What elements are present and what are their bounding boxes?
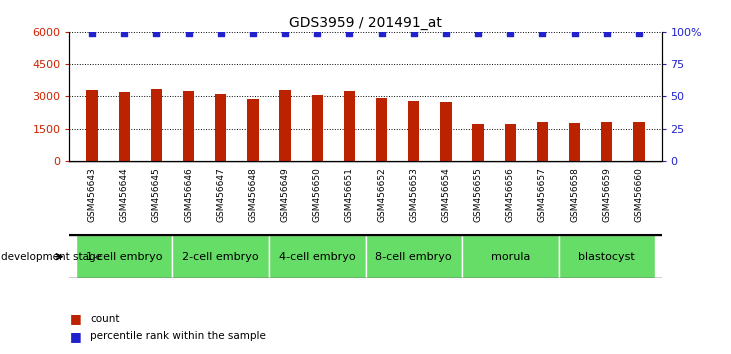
Text: count: count — [90, 314, 119, 324]
Point — [151, 30, 162, 36]
Text: percentile rank within the sample: percentile rank within the sample — [90, 331, 266, 341]
Text: GSM456655: GSM456655 — [474, 167, 482, 222]
Text: GSM456647: GSM456647 — [216, 167, 225, 222]
Point — [408, 30, 420, 36]
Text: GSM456643: GSM456643 — [88, 167, 96, 222]
Bar — [569, 124, 580, 161]
Point — [472, 30, 484, 36]
Bar — [408, 101, 420, 161]
Bar — [183, 91, 194, 161]
Text: GSM456648: GSM456648 — [249, 167, 257, 222]
Bar — [151, 89, 162, 161]
Bar — [472, 125, 484, 161]
Text: GSM456654: GSM456654 — [442, 167, 450, 222]
Text: GSM456660: GSM456660 — [635, 167, 643, 222]
Point — [86, 30, 98, 36]
Bar — [86, 90, 98, 161]
Point — [440, 30, 452, 36]
Text: GSM456652: GSM456652 — [377, 167, 386, 222]
Text: blastocyst: blastocyst — [578, 252, 635, 262]
Bar — [76, 235, 173, 278]
Bar — [504, 125, 516, 161]
Point — [279, 30, 291, 36]
Bar — [118, 92, 130, 161]
Point — [215, 30, 227, 36]
Text: 1-cell embryo: 1-cell embryo — [86, 252, 162, 262]
Point — [504, 30, 516, 36]
Text: ■: ■ — [69, 312, 81, 325]
Bar — [247, 99, 259, 161]
Text: GSM456658: GSM456658 — [570, 167, 579, 222]
Bar — [344, 91, 355, 161]
Text: 4-cell embryo: 4-cell embryo — [279, 252, 355, 262]
Point — [344, 30, 355, 36]
Text: GSM456644: GSM456644 — [120, 167, 129, 222]
Text: ■: ■ — [69, 330, 81, 343]
Text: morula: morula — [491, 252, 530, 262]
Point — [311, 30, 323, 36]
Point — [183, 30, 194, 36]
Bar — [558, 235, 655, 278]
Point — [118, 30, 130, 36]
Text: GSM456651: GSM456651 — [345, 167, 354, 222]
Text: GSM456657: GSM456657 — [538, 167, 547, 222]
Text: GDS3959 / 201491_at: GDS3959 / 201491_at — [289, 16, 442, 30]
Bar — [279, 90, 291, 161]
Point — [537, 30, 548, 36]
Text: GSM456645: GSM456645 — [152, 167, 161, 222]
Bar — [440, 102, 452, 161]
Bar — [633, 122, 645, 161]
Point — [247, 30, 259, 36]
Text: 8-cell embryo: 8-cell embryo — [376, 252, 452, 262]
Bar — [215, 94, 227, 161]
Text: GSM456646: GSM456646 — [184, 167, 193, 222]
Bar — [311, 95, 323, 161]
Point — [569, 30, 580, 36]
Bar — [173, 235, 269, 278]
Text: GSM456649: GSM456649 — [281, 167, 289, 222]
Text: GSM456656: GSM456656 — [506, 167, 515, 222]
Text: GSM456650: GSM456650 — [313, 167, 322, 222]
Bar — [269, 235, 366, 278]
Text: 2-cell embryo: 2-cell embryo — [182, 252, 259, 262]
Bar — [376, 98, 387, 161]
Bar — [462, 235, 558, 278]
Text: GSM456659: GSM456659 — [602, 167, 611, 222]
Text: GSM456653: GSM456653 — [409, 167, 418, 222]
Bar — [601, 122, 613, 161]
Text: development stage: development stage — [1, 252, 102, 262]
Point — [633, 30, 645, 36]
Bar — [537, 122, 548, 161]
Bar — [366, 235, 462, 278]
Point — [376, 30, 387, 36]
Point — [601, 30, 613, 36]
